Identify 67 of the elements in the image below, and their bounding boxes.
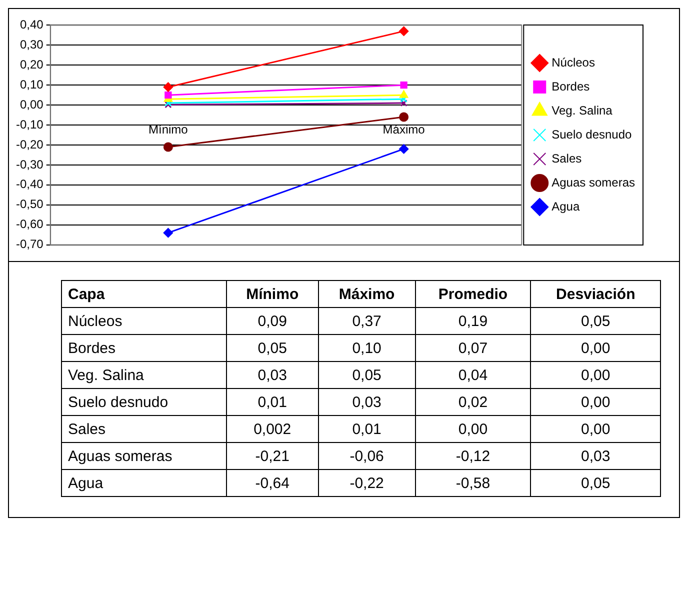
y-tick-label: -0,30: [16, 157, 44, 172]
text: Capa: [62, 280, 226, 308]
text: 0,09: [258, 312, 287, 330]
y-tick-label: -0,40: [16, 177, 44, 192]
y-tick-label: 0,30: [20, 37, 44, 52]
text: 0,10: [352, 340, 382, 356]
legend-label: Suelo desnudo: [552, 127, 632, 142]
text: -0,06: [350, 448, 384, 464]
point: [163, 142, 173, 152]
legend-label: Núcleos: [552, 55, 595, 70]
y-tick-label: -0,60: [16, 217, 44, 232]
text: 0,04: [458, 366, 488, 384]
category-label: Promedio: [415, 280, 531, 308]
legend-label: Bordes: [552, 79, 590, 94]
text: -0,64: [255, 474, 290, 492]
point: [163, 228, 173, 238]
text: 0,00: [581, 420, 610, 438]
category-label: Núcleos: [68, 312, 122, 330]
point: [399, 112, 409, 122]
text: 0,00: [581, 394, 610, 410]
legend-label: Agua: [552, 199, 580, 214]
text: 0,02: [458, 394, 488, 410]
text: 0,00: [581, 366, 610, 384]
category-label: Bordes: [68, 340, 116, 356]
y-tick-label: 0,00: [20, 97, 44, 112]
category-label: Veg. Salina: [68, 366, 144, 384]
y-tick-label: -0,70: [16, 237, 44, 252]
category-label: Suelo desnudo: [68, 394, 168, 410]
y-tick-label: -0,50: [16, 197, 44, 212]
point: [399, 26, 409, 36]
text: -0,12: [456, 448, 490, 464]
category-label: Agua: [68, 474, 104, 492]
text: -0,21: [255, 448, 290, 464]
y-tick-label: 0,40: [20, 18, 44, 32]
text: 0,05: [581, 312, 610, 330]
y-tick-label: -0,20: [16, 137, 44, 152]
text: -0,22: [350, 474, 384, 492]
text: 0,05: [352, 366, 382, 384]
point: [400, 99, 408, 107]
text: 0,07: [458, 340, 488, 356]
legend-label: Sales: [552, 151, 582, 166]
category-label: Sales: [68, 420, 106, 438]
text: -0,58: [456, 474, 490, 492]
category-label: Aguas someras: [68, 448, 172, 464]
text: 0,05: [581, 474, 610, 492]
y-tick-label: 0,10: [20, 77, 44, 92]
text: 0,01: [258, 394, 287, 410]
category-label: Mínimo: [226, 280, 318, 308]
text: 0,03: [581, 448, 610, 464]
text: 0,03: [352, 394, 382, 410]
category-label: Máximo: [318, 280, 416, 308]
text: 0,05: [258, 340, 287, 356]
text: 0,37: [352, 312, 382, 330]
text: 0,00: [458, 420, 488, 438]
text: 0,19: [458, 312, 488, 330]
point: [399, 144, 409, 154]
y-tick-label: 0,20: [20, 57, 44, 72]
text: 0,03: [258, 366, 287, 384]
text: 0,00: [581, 340, 610, 356]
text: 0,01: [352, 420, 382, 438]
legend-label: Veg. Salina: [552, 103, 613, 118]
y-tick-label: -0,10: [16, 117, 44, 132]
text: 0,002: [254, 420, 292, 438]
legend-label: Aguas someras: [552, 175, 635, 190]
category-label: Desviación: [530, 280, 660, 308]
point: [400, 82, 408, 89]
point: [163, 82, 173, 92]
